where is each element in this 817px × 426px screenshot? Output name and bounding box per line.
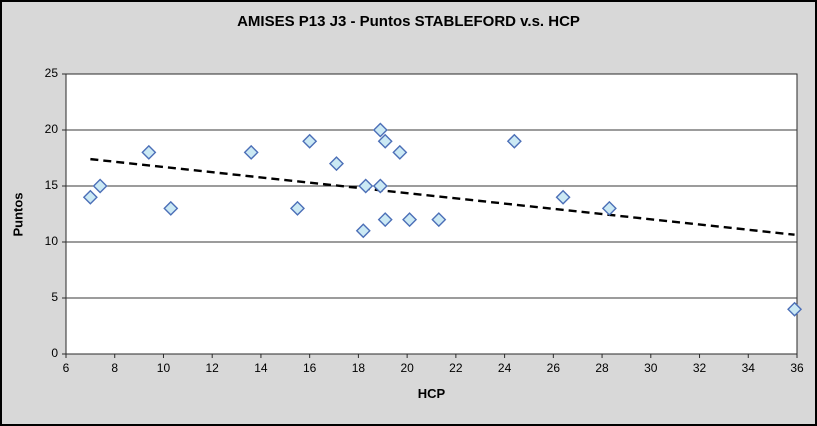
x-tick-label-10: 10 [156, 361, 171, 375]
data-point-marker [82, 189, 98, 205]
x-tick-label-6: 6 [62, 361, 70, 375]
data-point-marker [163, 200, 179, 216]
y-axis-title: Puntos [10, 192, 26, 237]
data-point-marker [372, 178, 388, 194]
x-tick-label-20: 20 [400, 361, 414, 375]
data-point-marker [358, 178, 374, 194]
chart-title: AMISES P13 J3 - Puntos STABLEFORD v.s. H… [237, 13, 580, 30]
x-tick-label-36: 36 [790, 361, 804, 375]
y-tick-label-20: 20 [44, 122, 58, 136]
x-tick-label-18: 18 [351, 361, 366, 375]
data-point-marker [601, 200, 617, 216]
y-tick-label-15: 15 [44, 178, 58, 192]
data-point-marker [377, 212, 393, 228]
x-tick-label-24: 24 [497, 361, 512, 375]
data-point-marker [392, 144, 408, 160]
data-point-marker [302, 133, 318, 149]
data-point-marker [402, 212, 418, 228]
y-tick-label-0: 0 [51, 346, 58, 360]
y-tick-label-10: 10 [44, 234, 58, 248]
x-tick-label-16: 16 [302, 361, 317, 375]
data-point-marker [141, 144, 157, 160]
data-point-marker [289, 200, 305, 216]
data-point-marker [355, 223, 371, 239]
data-point-marker [92, 178, 108, 194]
x-tick-label-12: 12 [205, 361, 219, 375]
x-tick-label-30: 30 [644, 361, 658, 375]
trendline [90, 157, 795, 236]
x-tick-label-34: 34 [741, 361, 755, 375]
x-tick-label-26: 26 [546, 361, 560, 375]
x-tick-label-8: 8 [111, 361, 119, 375]
x-tick-label-32: 32 [692, 361, 707, 375]
y-tick-label-25: 25 [44, 66, 58, 80]
data-point-marker [243, 144, 259, 160]
x-tick-label-22: 22 [449, 361, 463, 375]
data-point-marker [372, 122, 388, 138]
data-point-marker [431, 212, 447, 228]
x-tick-label-14: 14 [254, 361, 268, 375]
data-point-marker [787, 301, 803, 317]
data-point-marker [328, 156, 344, 172]
x-axis-title: HCP [417, 386, 446, 401]
y-tick-label-5: 5 [51, 290, 58, 304]
x-tick-label-28: 28 [595, 361, 609, 375]
data-point-marker [506, 133, 522, 149]
plot-background [65, 73, 798, 355]
data-point-marker [377, 133, 393, 149]
data-point-marker [555, 189, 571, 205]
